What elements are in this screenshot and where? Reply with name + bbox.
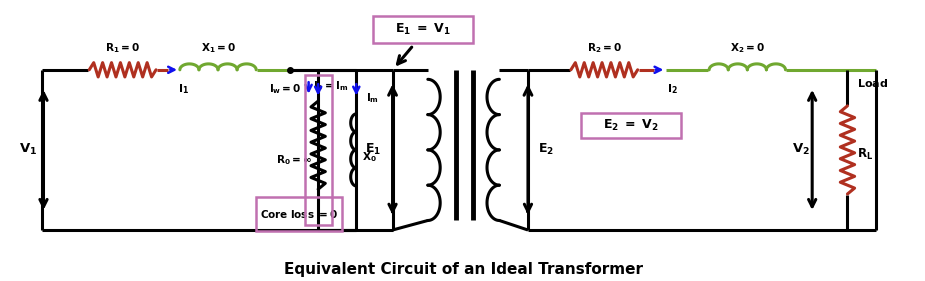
Text: $\mathbf{V_2}$: $\mathbf{V_2}$ (792, 142, 809, 157)
Text: $\mathbf{E_1}$: $\mathbf{E_1}$ (365, 142, 381, 157)
Text: $\mathbf{R_2 =0}$: $\mathbf{R_2 =0}$ (586, 41, 622, 55)
Text: $\mathbf{I_m}$: $\mathbf{I_m}$ (366, 92, 379, 105)
Text: $\mathbf{R_1= 0}$: $\mathbf{R_1= 0}$ (105, 41, 140, 55)
Text: $\mathbf{I_0 =I_m}$: $\mathbf{I_0 =I_m}$ (314, 79, 349, 93)
Text: $\mathbf{I_w = 0}$: $\mathbf{I_w = 0}$ (269, 82, 302, 96)
Text: $\mathbf{X_0}$: $\mathbf{X_0}$ (362, 151, 376, 164)
Text: $\mathbf{Core\ loss\ =0}$: $\mathbf{Core\ loss\ =0}$ (260, 208, 339, 220)
Text: $\mathbf{R_0 = \infty}$: $\mathbf{R_0 = \infty}$ (277, 153, 313, 167)
Text: $\mathbf{R_L}$: $\mathbf{R_L}$ (857, 147, 873, 162)
Text: $\mathbf{I_1}$: $\mathbf{I_1}$ (178, 82, 189, 96)
Text: $\mathbf{E_1\ =\ V_1}$: $\mathbf{E_1\ =\ V_1}$ (395, 22, 451, 37)
Text: $\mathbf{E_2}$: $\mathbf{E_2}$ (537, 142, 553, 157)
Text: $\mathbf{V_1}$: $\mathbf{V_1}$ (19, 142, 37, 157)
Text: $\mathbf{E_2\ =\ V_2}$: $\mathbf{E_2\ =\ V_2}$ (603, 118, 659, 133)
Text: Equivalent Circuit of an Ideal Transformer: Equivalent Circuit of an Ideal Transform… (284, 262, 643, 277)
Text: $\mathbf{I_2}$: $\mathbf{I_2}$ (667, 82, 678, 96)
Text: $\mathbf{Load}$: $\mathbf{Load}$ (857, 78, 888, 89)
Text: $\mathbf{X_1= 0}$: $\mathbf{X_1= 0}$ (201, 41, 236, 55)
Text: $\mathbf{X_2 =0}$: $\mathbf{X_2 =0}$ (730, 41, 765, 55)
